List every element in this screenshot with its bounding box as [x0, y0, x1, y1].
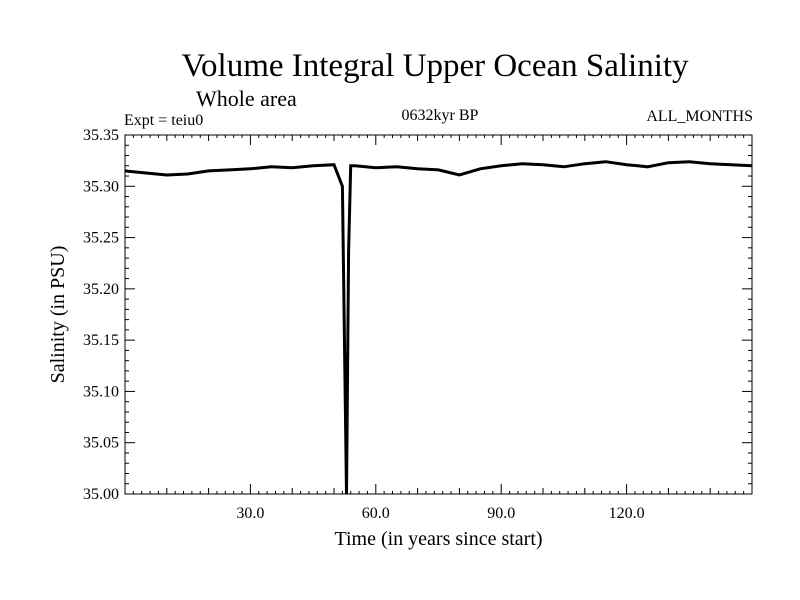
x-axis-label: Time (in years since start) [334, 528, 542, 550]
y-tick-label: 35.20 [83, 281, 119, 298]
y-tick-label: 35.10 [83, 383, 119, 400]
x-tick-label: 90.0 [487, 505, 515, 522]
x-tick-label: 60.0 [362, 505, 390, 522]
x-tick-label: 120.0 [609, 505, 645, 522]
plot-frame [124, 134, 753, 495]
y-tick-label: 35.35 [83, 127, 119, 144]
chart-subtitle: Whole area [196, 86, 297, 111]
y-axis-label: Salinity (in PSU) [47, 246, 69, 384]
y-tick-label: 35.15 [83, 332, 119, 349]
y-tick-label: 35.25 [83, 230, 119, 247]
tick-labels: 30.0 60.0 90.0 120.0 35.00 35.05 35.10 35.15 35.… [83, 127, 645, 522]
chart-title: Volume Integral Upper Ocean Salinity [181, 48, 689, 84]
series-line [124, 160, 753, 495]
y-tick-label: 35.00 [83, 486, 119, 503]
months-label: ALL_MONTHS [646, 108, 753, 125]
series-layer [124, 160, 753, 495]
axis-ticks [125, 135, 752, 494]
y-tick-label: 35.05 [83, 435, 119, 452]
x-tick-label: 30.0 [236, 505, 264, 522]
y-tick-label: 35.30 [83, 178, 119, 195]
period-label: 0632kyr BP [402, 107, 479, 124]
experiment-label: Expt = teiu0 [124, 112, 203, 129]
